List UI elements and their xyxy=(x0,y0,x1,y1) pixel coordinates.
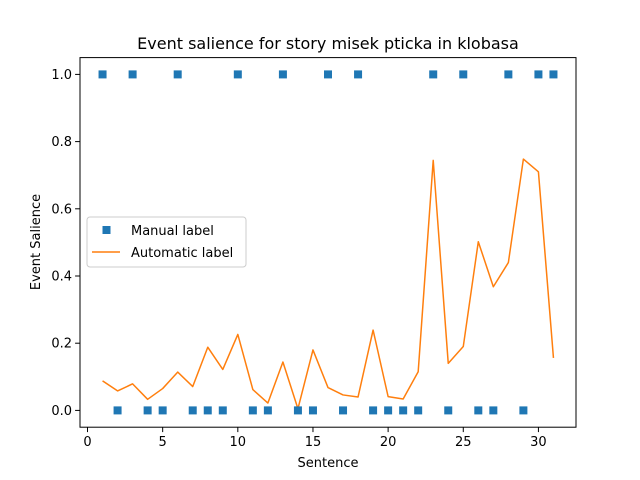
manual-label-point xyxy=(218,406,227,415)
legend-label-automatic: Automatic label xyxy=(131,246,233,261)
manual-label-point xyxy=(233,70,242,79)
manual-label-series xyxy=(98,70,558,415)
x-tick-label: 0 xyxy=(83,435,91,450)
manual-label-point xyxy=(369,406,378,415)
x-tick-label: 15 xyxy=(305,435,322,450)
plot-area-frame xyxy=(79,57,577,428)
manual-label-point xyxy=(113,406,122,415)
y-tick-label: 0.6 xyxy=(51,202,72,217)
y-tick-label: 0.8 xyxy=(51,135,72,150)
manual-label-point xyxy=(489,406,498,415)
chart-title: Event salience for story misek pticka in… xyxy=(137,34,519,53)
y-tick-label: 1.0 xyxy=(51,68,72,83)
legend: Manual label Automatic label xyxy=(86,216,247,268)
automatic-label-line xyxy=(102,158,555,410)
manual-label-point xyxy=(399,406,408,415)
manual-label-point xyxy=(384,406,393,415)
x-tick-label: 10 xyxy=(230,435,247,450)
manual-label-point xyxy=(278,70,287,79)
x-axis-label: Sentence xyxy=(298,456,359,471)
manual-label-point xyxy=(339,406,348,415)
y-tick-label: 0.4 xyxy=(51,270,72,285)
y-tick-label: 0.0 xyxy=(51,404,72,419)
manual-label-point xyxy=(444,406,453,415)
manual-label-point xyxy=(248,406,257,415)
legend-box xyxy=(86,216,247,268)
manual-label-point xyxy=(263,406,272,415)
manual-label-point xyxy=(459,70,468,79)
manual-label-point xyxy=(354,70,363,79)
manual-label-point xyxy=(293,406,302,415)
manual-label-point xyxy=(414,406,423,415)
manual-label-point xyxy=(128,70,137,79)
y-axis: 0.0 0.2 0.4 0.6 0.8 1.0 xyxy=(51,68,80,419)
manual-label-point xyxy=(98,70,107,79)
manual-label-point xyxy=(549,70,558,79)
x-tick-label: 30 xyxy=(530,435,547,450)
x-tick-label: 25 xyxy=(455,435,472,450)
manual-label-point xyxy=(324,70,332,79)
automatic-label-series xyxy=(102,158,555,410)
manual-label-point xyxy=(173,70,182,79)
manual-label-point xyxy=(308,406,317,415)
manual-label-point xyxy=(203,406,212,415)
manual-label-point xyxy=(519,406,528,415)
x-axis: 0 5 10 15 20 25 30 xyxy=(83,427,547,450)
manual-label-point xyxy=(158,406,167,415)
manual-label-point xyxy=(534,70,543,79)
legend-label-manual: Manual label xyxy=(131,224,214,239)
manual-label-point xyxy=(188,406,197,415)
y-tick-label: 0.2 xyxy=(51,337,72,352)
legend-marker-manual xyxy=(102,226,111,234)
x-tick-label: 20 xyxy=(380,435,397,450)
manual-label-point xyxy=(504,70,513,79)
y-axis-label: Event Salience xyxy=(29,194,44,290)
manual-label-point xyxy=(429,70,438,79)
manual-label-point xyxy=(474,406,483,415)
manual-label-point xyxy=(143,406,152,415)
x-tick-label: 5 xyxy=(159,435,167,450)
